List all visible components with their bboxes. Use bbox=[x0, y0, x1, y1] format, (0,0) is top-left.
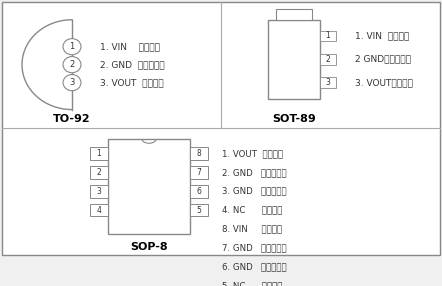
Text: 2: 2 bbox=[326, 55, 330, 64]
Text: 2 GND（电源地）: 2 GND（电源地） bbox=[355, 55, 411, 64]
Circle shape bbox=[22, 20, 122, 110]
FancyBboxPatch shape bbox=[90, 147, 108, 160]
Text: 1. VIN    （输入）: 1. VIN （输入） bbox=[100, 42, 160, 51]
Text: SOP-8: SOP-8 bbox=[130, 242, 168, 252]
Circle shape bbox=[63, 39, 81, 55]
FancyBboxPatch shape bbox=[320, 77, 336, 88]
Text: 1: 1 bbox=[326, 31, 330, 40]
Text: 5. NC      （空脚）: 5. NC （空脚） bbox=[222, 281, 282, 286]
Text: 3: 3 bbox=[96, 187, 101, 196]
Circle shape bbox=[63, 57, 81, 73]
Text: 2. GND  （电源地）: 2. GND （电源地） bbox=[100, 60, 164, 69]
FancyBboxPatch shape bbox=[2, 2, 440, 255]
FancyBboxPatch shape bbox=[190, 166, 208, 179]
Text: 7. GND   （电源地）: 7. GND （电源地） bbox=[222, 243, 286, 252]
Text: 6: 6 bbox=[197, 187, 202, 196]
Text: 3. VOUT  （输出）: 3. VOUT （输出） bbox=[100, 78, 164, 87]
Text: 7: 7 bbox=[197, 168, 202, 177]
FancyBboxPatch shape bbox=[190, 204, 208, 217]
Text: TO-92: TO-92 bbox=[53, 114, 91, 124]
FancyBboxPatch shape bbox=[268, 20, 320, 99]
Text: 3. GND   （电源地）: 3. GND （电源地） bbox=[222, 187, 286, 196]
Text: SOT-89: SOT-89 bbox=[272, 114, 316, 124]
FancyBboxPatch shape bbox=[90, 166, 108, 179]
FancyBboxPatch shape bbox=[190, 147, 208, 160]
Text: 1. VIN  （输入）: 1. VIN （输入） bbox=[355, 31, 409, 40]
Text: 5: 5 bbox=[197, 206, 202, 215]
Text: 3: 3 bbox=[326, 78, 331, 87]
FancyBboxPatch shape bbox=[108, 139, 190, 233]
FancyBboxPatch shape bbox=[190, 185, 208, 198]
FancyBboxPatch shape bbox=[90, 204, 108, 217]
Text: 1. VOUT  （输出）: 1. VOUT （输出） bbox=[222, 149, 283, 158]
FancyBboxPatch shape bbox=[320, 54, 336, 65]
FancyBboxPatch shape bbox=[320, 31, 336, 41]
Text: 8: 8 bbox=[197, 149, 202, 158]
FancyBboxPatch shape bbox=[90, 185, 108, 198]
Text: 8. VIN     （输入）: 8. VIN （输入） bbox=[222, 225, 282, 233]
Text: 3. VOUT（输出）: 3. VOUT（输出） bbox=[355, 78, 413, 87]
Text: 6. GND   （电源地）: 6. GND （电源地） bbox=[222, 262, 286, 271]
FancyBboxPatch shape bbox=[276, 9, 312, 20]
Text: 4: 4 bbox=[96, 206, 101, 215]
Text: 2: 2 bbox=[69, 60, 75, 69]
Text: 3: 3 bbox=[69, 78, 75, 87]
Circle shape bbox=[63, 75, 81, 91]
Text: 4. NC      （空脚）: 4. NC （空脚） bbox=[222, 206, 282, 215]
Text: 1: 1 bbox=[69, 42, 75, 51]
Text: 2. GND   （电源地）: 2. GND （电源地） bbox=[222, 168, 286, 177]
Text: 1: 1 bbox=[97, 149, 101, 158]
Text: 2: 2 bbox=[97, 168, 101, 177]
